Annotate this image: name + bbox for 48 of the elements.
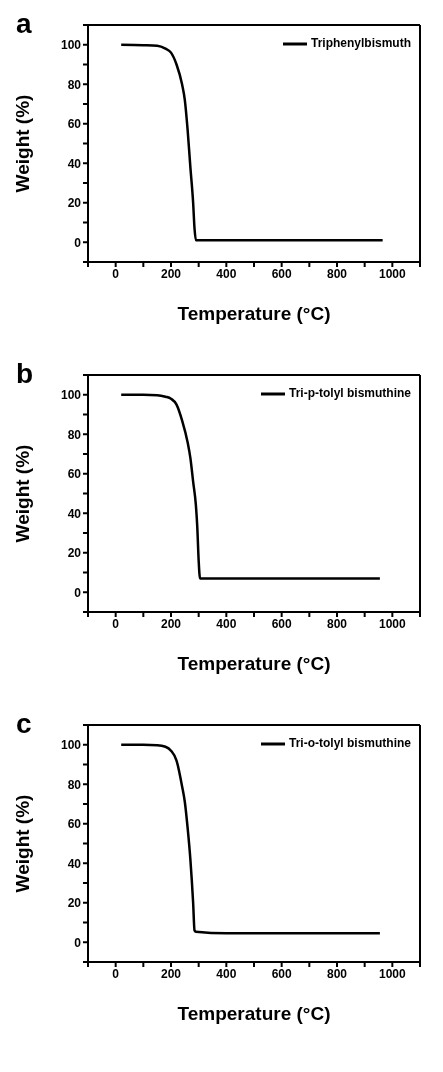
x-tick-label: 200	[160, 966, 182, 981]
x-axis-title: Temperature (°C)	[177, 303, 331, 324]
x-tick-label: 200	[160, 266, 182, 281]
x-tick-label: 800	[326, 966, 348, 981]
y-tick-label: 0	[74, 935, 82, 950]
x-tick-label: 600	[271, 616, 292, 631]
y-tick-label: 100	[60, 38, 82, 53]
x-tick-label: 0	[112, 616, 120, 631]
x-tick-label: 1000	[378, 966, 406, 981]
y-tick-label: 80	[67, 427, 82, 442]
y-axis-title: Weight (%)	[11, 794, 33, 893]
y-tick-label: 60	[67, 467, 82, 482]
x-tick-label: 400	[216, 266, 237, 281]
legend-label: Triphenylbismuth	[310, 36, 411, 51]
y-tick-label: 20	[67, 546, 82, 561]
x-tick-label: 600	[271, 266, 292, 281]
x-tick-label: 800	[326, 266, 348, 281]
legend-label: Tri-p-tolyl bismuthine	[289, 386, 411, 401]
x-tick-label: 1000	[378, 616, 406, 631]
chart-title: a	[16, 8, 32, 40]
y-tick-label: 40	[67, 856, 82, 871]
y-tick-label: 40	[67, 156, 82, 171]
y-tick-label: 60	[67, 117, 82, 132]
x-tick-label: 400	[216, 966, 237, 981]
y-tick-label: 0	[74, 235, 82, 250]
y-axis-title: Weight (%)	[11, 444, 33, 543]
x-axis-title: Temperature (°C)	[177, 653, 331, 674]
x-tick-label: 0	[112, 966, 120, 981]
y-tick-label: 40	[67, 506, 82, 521]
x-tick-label: 800	[326, 616, 348, 631]
y-tick-label: 80	[67, 777, 82, 792]
chart-title: c	[16, 708, 32, 740]
x-tick-label: 400	[216, 616, 237, 631]
y-tick-label: 60	[67, 817, 82, 832]
y-tick-label: 0	[74, 585, 82, 600]
legend-label: Tri-o-tolyl bismuthine	[289, 736, 411, 751]
y-tick-label: 20	[67, 896, 82, 911]
x-tick-label: 0	[112, 266, 120, 281]
y-tick-label: 80	[67, 77, 82, 92]
x-axis-title: Temperature (°C)	[177, 1003, 331, 1024]
chart-title: b	[16, 358, 34, 390]
y-tick-label: 100	[60, 738, 82, 753]
y-axis-title: Weight (%)	[11, 94, 33, 193]
y-tick-label: 100	[60, 388, 82, 403]
x-tick-label: 600	[271, 966, 292, 981]
x-tick-label: 200	[160, 616, 182, 631]
x-tick-label: 1000	[378, 266, 406, 281]
y-tick-label: 20	[67, 196, 82, 211]
